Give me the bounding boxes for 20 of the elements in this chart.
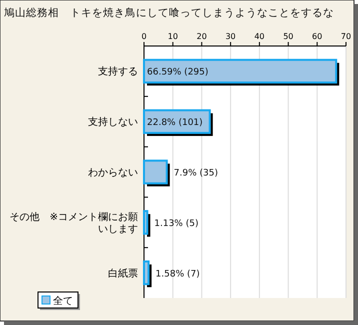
x-tick-label: 0 [141,32,147,41]
y-tick-label: 白紙票 [108,267,138,280]
chart-title: 鳩山総務相 トキを焼き鳥にして喰ってしまうようなことをするな [4,6,334,19]
y-tick-label: 支持する [98,66,138,78]
x-tick-label: 70 [340,32,352,41]
x-tick-label: 40 [254,32,265,41]
y-tick-label: その他 ※コメント欄にお願いします [10,210,138,235]
x-tick-label: 10 [168,32,178,41]
y-tick-label: わからない [88,168,138,178]
y-tick-label: 支持しない [88,116,138,128]
data-label: 7.9% (35) [174,168,218,178]
data-label: 1.58% (7) [156,269,200,280]
data-label: 1.13% (5) [154,218,198,229]
x-tick-label: 50 [283,32,294,41]
x-tick-label: 60 [312,32,322,41]
x-tick-label: 30 [225,32,236,41]
data-label: 66.59% (295) [147,68,208,78]
x-tick-label: 20 [196,32,207,41]
legend-label: 全て [53,295,73,307]
data-label: 22.8% (101) [147,118,203,128]
